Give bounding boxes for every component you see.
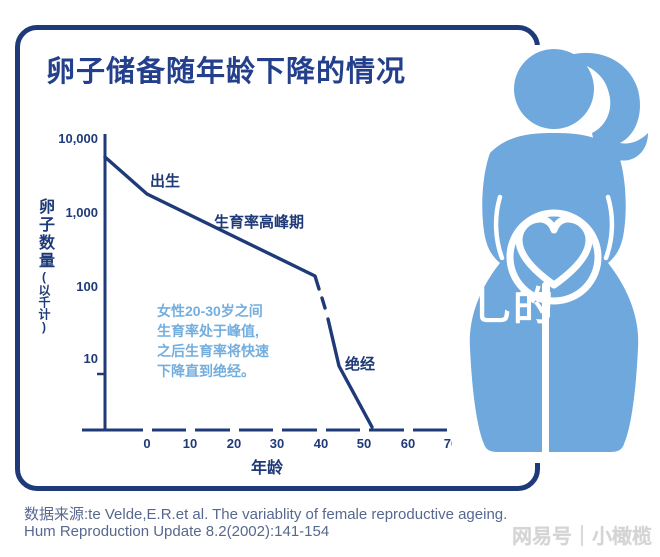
xtick-50: 50	[356, 436, 372, 451]
fertility-note: 女性20-30岁之间 生育率处于峰值, 之后生育率将快速 下降直到绝经。	[157, 301, 269, 381]
source-citation-line2: Hum Reproduction Update 8.2(2002):141-15…	[24, 523, 330, 540]
body-shape	[469, 133, 639, 452]
xtick-20: 20	[226, 436, 242, 451]
fertility-note-line2: 生育率处于峰值,	[157, 323, 259, 339]
fertility-note-line1: 女性20-30岁之间	[157, 303, 263, 319]
right-arm-slit	[603, 194, 615, 261]
heart-icon	[515, 215, 593, 289]
xtick-60: 60	[400, 436, 416, 451]
xtick-40: 40	[313, 436, 329, 451]
head-shape	[514, 49, 594, 129]
y-axis-title-main: 卵子数量	[36, 198, 53, 270]
ponytail-shape	[570, 52, 648, 161]
xtick-0: 0	[143, 436, 151, 451]
ytick-1000: 1,000	[65, 205, 98, 220]
annotation-peak-fertility: 生育率高峰期	[214, 214, 305, 231]
xtick-10: 10	[182, 436, 198, 451]
watermark-overlay-text: 乚的	[473, 285, 553, 329]
ytick-10: 10	[83, 351, 98, 366]
pregnant-woman-figure	[452, 45, 660, 463]
page-title: 卵子储备随年龄下降的情况	[46, 56, 407, 88]
x-axis-title: 年龄	[250, 460, 283, 477]
pregnant-woman-icon	[469, 49, 648, 463]
ytick-100: 100	[76, 279, 98, 294]
fertility-note-line4: 下降直到绝经。	[157, 363, 255, 379]
publisher-badge: 网易号｜小橄榄	[512, 526, 652, 548]
source-citation-line1: 数据来源:te Velde,E.R.et al. The variablity …	[24, 506, 508, 523]
left-arm-slit	[493, 194, 505, 261]
fertility-note-line3: 之后生育率将快速	[157, 343, 269, 359]
leg-gap	[542, 303, 549, 463]
belly-circle-outline	[506, 209, 602, 305]
y-axis-title-sub: (以千计)	[37, 270, 51, 334]
egg-count-curve	[103, 155, 374, 429]
watermark-overlay-stroke	[542, 282, 550, 319]
annotation-menopause: 绝经	[345, 356, 376, 373]
ytick-10000: 10,000	[58, 131, 98, 146]
y-axis-title: 卵子数量(以千计)	[33, 198, 55, 358]
xtick-30: 30	[269, 436, 285, 451]
annotation-birth: 出生	[150, 173, 181, 190]
